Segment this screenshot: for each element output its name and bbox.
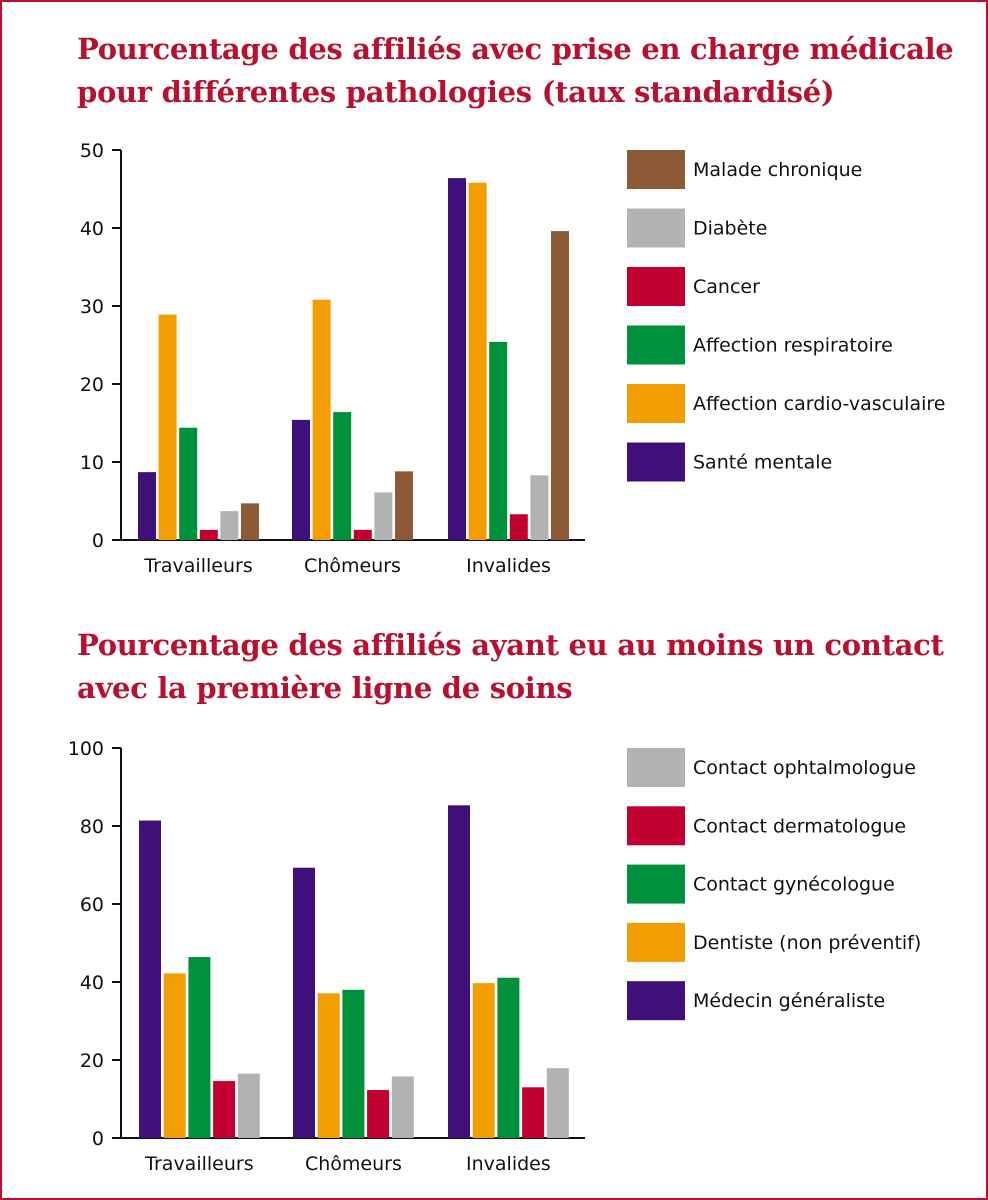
bar-chomeurs-dentiste-non-preventif	[317, 993, 340, 1138]
y-tick-label: 100	[68, 738, 104, 760]
y-tick-label: 80	[80, 816, 104, 838]
bar-travailleurs-malade-chronique	[241, 503, 259, 540]
bar-invalides-malade-chronique	[551, 231, 569, 540]
y-tick-label: 50	[80, 140, 104, 162]
bar-invalides-affection-cardio-vasculaire	[468, 182, 487, 540]
legend-swatch-contact-dermatologue	[627, 806, 685, 846]
bar-travailleurs-affection-cardio-vasculaire	[158, 314, 177, 540]
y-tick-label: 0	[92, 530, 104, 552]
legend-label-contact-ophtalmologue: Contact ophtalmologue	[693, 757, 916, 779]
bar-invalides-dentiste-non-preventif	[472, 983, 495, 1138]
x-tick-label-invalides: Invalides	[466, 1153, 551, 1175]
bar-invalides-diabete	[530, 475, 549, 540]
bar-invalides-cancer	[509, 514, 528, 540]
y-tick-label: 60	[80, 894, 104, 916]
legend-swatch-malade-chronique	[627, 150, 685, 189]
bar-travailleurs-diabete	[220, 511, 239, 540]
chart2-premiere-ligne: 0 20 40 60 80 100 Travailleurs Chômeurs Invalide…	[68, 738, 922, 1175]
bar-chomeurs-contact-gynecologue	[342, 989, 365, 1138]
y-tick-label: 0	[92, 1128, 104, 1150]
chart2-title: Pourcentage des affiliés ayant eu au moi…	[77, 628, 944, 705]
legend-swatch-sante-mentale	[627, 442, 685, 482]
chart1-title: Pourcentage des affiliés avec prise en c…	[77, 32, 954, 109]
bar-travailleurs-contact-dermatologue	[213, 1081, 236, 1138]
x-tick-label-travailleurs: Travailleurs	[144, 1153, 253, 1175]
legend-label-cancer: Cancer	[693, 276, 760, 298]
bar-travailleurs-contact-gynecologue	[188, 957, 211, 1138]
legend-label-medecin-generaliste: Médecin généraliste	[693, 990, 885, 1012]
legend-label-contact-dermatologue: Contact dermatologue	[693, 815, 906, 837]
bar-travailleurs-cancer	[199, 529, 218, 540]
legend-label-affection-respiratoire: Affection respiratoire	[693, 335, 893, 357]
legend-label-dentiste-non-preventif: Dentiste (non préventif)	[693, 932, 921, 954]
bar-chomeurs-diabete	[374, 492, 393, 540]
legend-swatch-affection-respiratoire	[627, 325, 685, 365]
bar-invalides-contact-gynecologue	[497, 977, 520, 1138]
bar-chomeurs-sante-mentale	[292, 419, 310, 540]
y-tick-label: 30	[80, 296, 104, 318]
legend-swatch-affection-cardio-vasculaire	[627, 384, 685, 423]
bar-travailleurs-sante-mentale	[138, 472, 156, 540]
x-tick-label-chomeurs: Chômeurs	[304, 555, 401, 577]
bar-travailleurs-affection-respiratoire	[179, 427, 198, 540]
legend-swatch-medecin-generaliste	[627, 981, 685, 1021]
legend-label-diabete: Diabète	[693, 218, 767, 240]
bar-invalides-sante-mentale	[448, 178, 466, 540]
chart1-pathologies: 0 10 20 30 40 50 Travailleurs Chômeurs Invalides…	[80, 140, 946, 577]
bar-chomeurs-medecin-generaliste	[293, 867, 315, 1138]
bar-chomeurs-affection-cardio-vasculaire	[312, 299, 331, 540]
bar-invalides-affection-respiratoire	[489, 341, 508, 540]
legend-label-sante-mentale: Santé mentale	[693, 452, 832, 474]
bar-travailleurs-contact-ophtalmologue	[237, 1073, 260, 1138]
legend-swatch-contact-ophtalmologue	[627, 748, 685, 787]
y-tick-label: 40	[80, 972, 104, 994]
bar-chomeurs-cancer	[353, 529, 372, 540]
legend-label-malade-chronique: Malade chronique	[693, 159, 862, 181]
x-tick-label-travailleurs: Travailleurs	[143, 555, 252, 577]
bar-chomeurs-contact-ophtalmologue	[391, 1076, 414, 1138]
legend-swatch-dentiste-non-preventif	[627, 922, 685, 962]
bar-travailleurs-medecin-generaliste	[139, 820, 161, 1138]
legend-swatch-cancer	[627, 267, 685, 306]
legend-label-affection-cardio-vasculaire: Affection cardio-vasculaire	[693, 393, 945, 415]
bar-chomeurs-affection-respiratoire	[333, 412, 352, 540]
bar-travailleurs-dentiste-non-preventif	[163, 973, 186, 1138]
y-tick-label: 10	[80, 452, 104, 474]
y-tick-label: 20	[80, 1050, 104, 1072]
y-tick-label: 40	[80, 218, 104, 240]
y-tick-label: 20	[80, 374, 104, 396]
legend-swatch-contact-gynecologue	[627, 864, 685, 904]
bar-invalides-contact-ophtalmologue	[546, 1068, 569, 1138]
x-tick-label-chomeurs: Chômeurs	[305, 1153, 402, 1175]
legend-label-contact-gynecologue: Contact gynécologue	[693, 874, 895, 896]
bar-chomeurs-malade-chronique	[395, 471, 413, 540]
bar-chomeurs-contact-dermatologue	[367, 1090, 390, 1138]
bar-invalides-contact-dermatologue	[522, 1087, 545, 1138]
legend-swatch-diabete	[627, 208, 685, 248]
x-tick-label-invalides: Invalides	[466, 555, 551, 577]
bar-invalides-medecin-generaliste	[448, 805, 470, 1138]
